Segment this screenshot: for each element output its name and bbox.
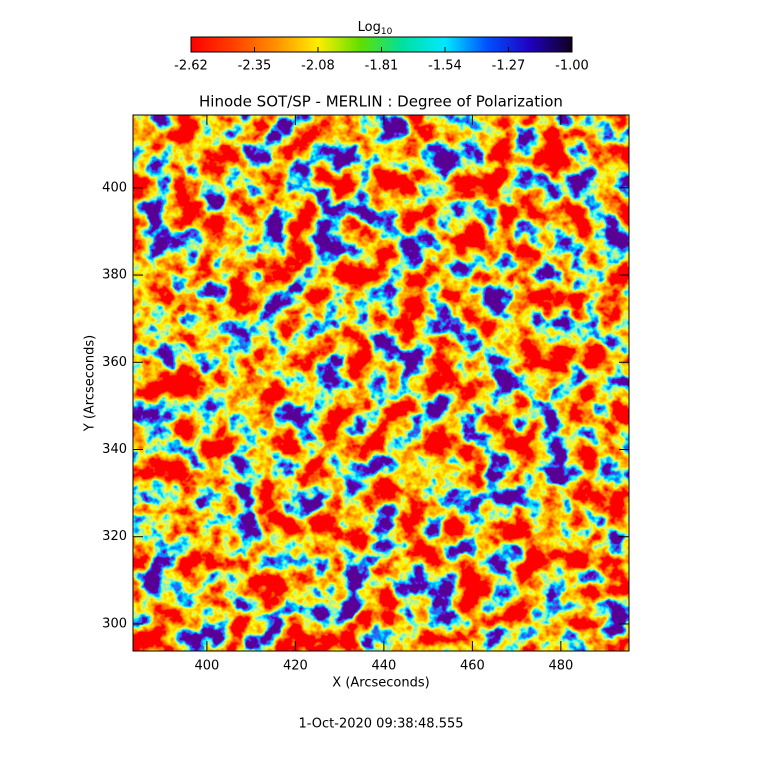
x-tick-label: 420	[283, 659, 308, 674]
footer-timestamp: 1-Oct-2020 09:38:48.555	[298, 717, 463, 732]
x-tick-label: 440	[371, 659, 396, 674]
colorbar-tick-label: -2.62	[174, 59, 208, 74]
x-tick-label: 460	[460, 659, 485, 674]
colorbar-tick-label: -1.81	[365, 59, 399, 74]
plot-frame	[132, 114, 630, 652]
y-tick-label: 300	[102, 616, 127, 631]
x-tick-label: 480	[548, 659, 573, 674]
colorbar-tick-label: -1.54	[428, 59, 462, 74]
colorbar-tick-label: -2.08	[301, 59, 335, 74]
y-tick-label: 400	[102, 180, 127, 195]
y-tick-label: 320	[102, 529, 127, 544]
colorbar-tick-label: -2.35	[238, 59, 272, 74]
colorbar-label: Log10	[358, 20, 393, 37]
x-axis-label: X (Arcseconds)	[332, 676, 429, 691]
x-tick-label: 400	[194, 659, 219, 674]
colorbar-tick-label: -1.27	[492, 59, 526, 74]
chart-title: Hinode SOT/SP - MERLIN : Degree of Polar…	[199, 93, 563, 111]
y-tick-label: 360	[102, 355, 127, 370]
heatmap-image	[133, 115, 629, 651]
y-tick-label: 380	[102, 268, 127, 283]
colorbar-tick-label: -1.00	[555, 59, 589, 74]
y-axis-label: Y (Arcseconds)	[83, 335, 98, 432]
y-tick-label: 340	[102, 442, 127, 457]
